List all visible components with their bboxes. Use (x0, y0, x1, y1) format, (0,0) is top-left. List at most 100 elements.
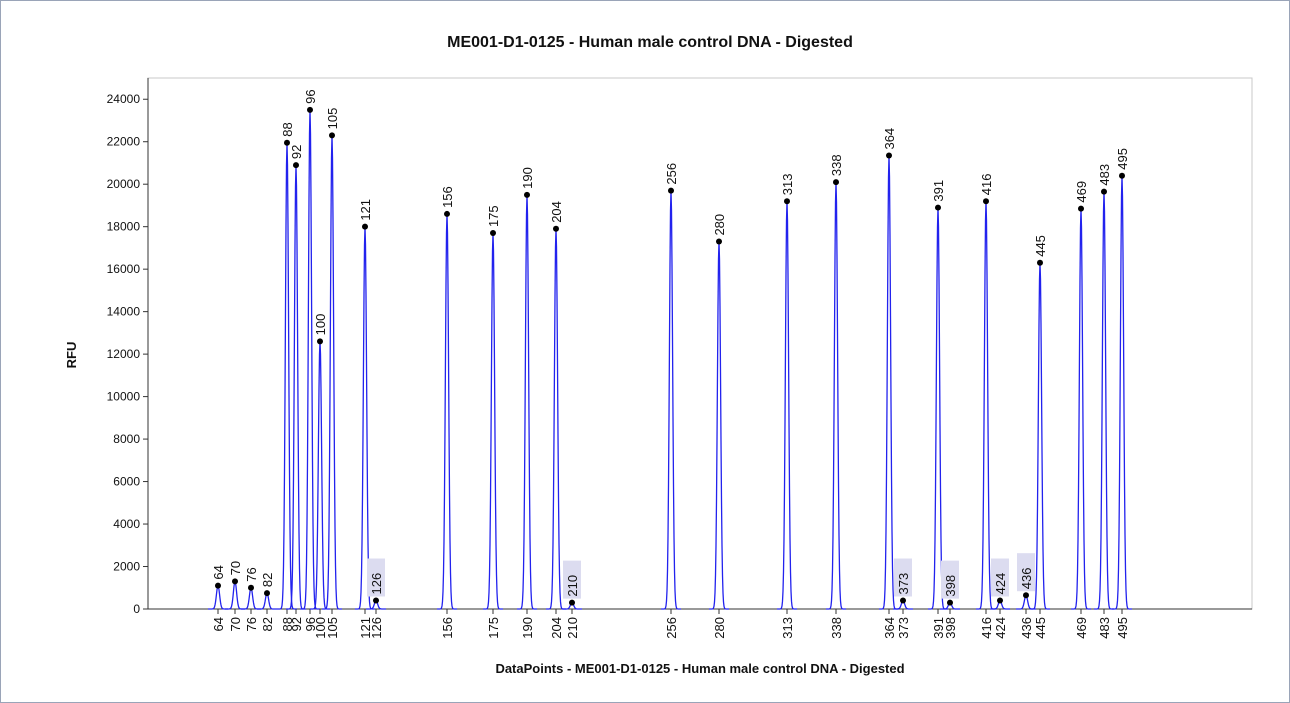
x-tick-label: 424 (993, 617, 1008, 639)
peak-label: 175 (486, 205, 501, 227)
peak-dot (553, 225, 559, 232)
x-tick-label: 82 (260, 617, 275, 631)
peak-dot (1023, 592, 1029, 599)
peak-label-bg (367, 558, 385, 597)
y-tick-label: 14000 (107, 305, 141, 319)
x-tick-label: 105 (325, 617, 340, 639)
peak-label-bg (563, 560, 581, 599)
peak-dot (886, 152, 892, 159)
peak-dot (490, 230, 496, 237)
x-axis-label: DataPoints - ME001-D1-0125 - Human male … (495, 661, 904, 676)
x-tick-label: 100 (313, 617, 328, 639)
peak-label-bg (1017, 553, 1035, 592)
x-tick-label: 280 (712, 617, 727, 639)
peak-dot (362, 223, 368, 230)
peak-label: 469 (1074, 181, 1089, 203)
x-tick-label: 416 (979, 617, 994, 639)
peak-dot (444, 210, 450, 217)
x-tick-label: 483 (1097, 617, 1112, 639)
x-tick-label: 364 (882, 617, 897, 639)
peak-label: 92 (289, 145, 304, 159)
peak-label: 76 (244, 567, 259, 581)
peak-label: 483 (1097, 164, 1112, 186)
peak-dot (1101, 188, 1107, 195)
x-tick-label: 338 (829, 617, 844, 639)
peak-dot (307, 106, 313, 113)
x-tick-label: 121 (358, 617, 373, 639)
peak-label: 445 (1033, 235, 1048, 257)
x-tick-label: 436 (1019, 617, 1034, 639)
peak-label: 121 (358, 199, 373, 221)
x-tick-label: 313 (780, 617, 795, 639)
x-tick-label: 204 (549, 617, 564, 639)
peak-dot (1078, 205, 1084, 212)
peak-label: 204 (549, 201, 564, 223)
peak-dot (997, 597, 1003, 604)
x-tick-label: 126 (369, 617, 384, 639)
peak-label: 88 (280, 122, 295, 136)
x-tick-label: 64 (211, 617, 226, 631)
peak-dot (668, 187, 674, 194)
x-tick-label: 96 (303, 617, 318, 631)
peak-label: 280 (712, 214, 727, 236)
x-tick-label: 398 (943, 617, 958, 639)
peak-dot (935, 204, 941, 211)
y-tick-label: 24000 (107, 92, 141, 106)
peak-dot (947, 599, 953, 606)
peak-dot (983, 198, 989, 205)
y-axis-label: RFU (64, 342, 79, 369)
peak-dot (284, 139, 290, 146)
peak-label: 495 (1115, 148, 1130, 170)
peak-label: 313 (780, 173, 795, 195)
x-tick-label: 495 (1115, 617, 1130, 639)
peak-label: 436 (1019, 567, 1034, 589)
peak-label: 70 (228, 561, 243, 575)
peak-label-bg (991, 558, 1009, 597)
peak-label: 338 (829, 154, 844, 176)
peak-label-bg (894, 558, 912, 597)
x-tick-label: 373 (896, 617, 911, 639)
peak-dot (569, 599, 575, 606)
peak-label: 105 (325, 108, 340, 130)
chart-title: ME001-D1-0125 - Human male control DNA -… (447, 34, 853, 51)
y-tick-label: 4000 (113, 517, 140, 531)
peak-dot (293, 162, 299, 169)
x-tick-label: 92 (289, 617, 304, 631)
peak-dot (264, 590, 270, 597)
peak-dot (900, 597, 906, 604)
y-tick-label: 6000 (113, 475, 140, 489)
x-tick-label: 391 (931, 617, 946, 639)
y-tick-label: 0 (133, 602, 140, 616)
x-tick-label: 156 (440, 617, 455, 639)
peak-label: 364 (882, 128, 897, 150)
y-tick-label: 22000 (107, 135, 141, 149)
x-tick-label: 190 (520, 617, 535, 639)
x-tick-label: 445 (1033, 617, 1048, 639)
peak-dot (833, 179, 839, 186)
peak-label-bg (941, 560, 959, 599)
peak-label: 416 (979, 173, 994, 195)
peak-label: 424 (993, 573, 1008, 595)
x-tick-label: 175 (486, 617, 501, 639)
peak-label: 126 (369, 573, 384, 595)
x-tick-label: 70 (228, 617, 243, 631)
peak-label: 96 (303, 89, 318, 103)
y-tick-label: 2000 (113, 560, 140, 574)
peak-label: 373 (896, 573, 911, 595)
peak-dot (716, 238, 722, 245)
peak-dot (329, 132, 335, 139)
y-tick-label: 16000 (107, 262, 141, 276)
peak-dot (317, 338, 323, 345)
peak-label: 100 (313, 314, 328, 336)
x-tick-label: 256 (664, 617, 679, 639)
y-tick-label: 18000 (107, 220, 141, 234)
peak-dot (248, 584, 254, 591)
peak-dot (232, 578, 238, 585)
peak-label: 156 (440, 186, 455, 208)
y-tick-label: 10000 (107, 390, 141, 404)
peak-dot (1037, 259, 1043, 266)
x-tick-label: 469 (1074, 617, 1089, 639)
peak-label: 256 (664, 163, 679, 185)
